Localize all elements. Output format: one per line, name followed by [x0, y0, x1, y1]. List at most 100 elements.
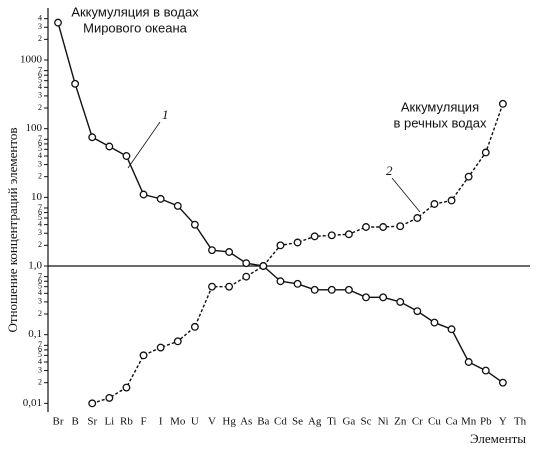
y-tick-label: 6	[38, 70, 42, 79]
data-point	[396, 297, 405, 306]
x-tick-label: Cu	[428, 416, 441, 428]
x-tick-label: Li	[104, 416, 114, 428]
data-point	[208, 246, 216, 255]
x-tick-label: Ni	[378, 416, 389, 428]
y-tick-label: 2	[38, 171, 42, 180]
x-tick-label: Ga	[342, 416, 355, 428]
x-tick-label: I	[159, 416, 163, 428]
data-point	[327, 285, 336, 294]
data-point	[105, 393, 114, 402]
leader-line	[127, 121, 161, 169]
y-tick-label: 7	[38, 271, 42, 280]
x-tick-label: Rb	[120, 416, 133, 428]
data-point	[310, 285, 319, 294]
annotation: Аккумуляция	[401, 99, 479, 114]
y-tick-label: 2	[38, 240, 42, 249]
y-tick-label: 10	[31, 191, 43, 203]
y-tick-label: 3	[38, 297, 42, 306]
data-point	[242, 272, 251, 281]
data-point	[464, 172, 473, 181]
y-tick-label: 5	[38, 75, 42, 84]
y-tick-label: 6	[38, 276, 42, 285]
x-tick-label: Hg	[222, 416, 236, 428]
leader-line	[391, 177, 421, 213]
data-point	[498, 99, 507, 108]
y-tick-label: 0,1	[28, 328, 42, 340]
data-point	[225, 282, 234, 291]
y-tick-label: 7	[38, 203, 42, 212]
x-tick-label: Sr	[87, 416, 97, 428]
y-tick-label: 5	[38, 144, 42, 153]
y-tick-label: 3	[38, 228, 42, 237]
data-point	[225, 248, 234, 256]
y-tick-label: 1000	[20, 54, 43, 66]
x-tick-label: Pb	[480, 416, 492, 428]
y-tick-label: 5	[38, 282, 42, 291]
data-point	[88, 133, 97, 142]
data-point	[413, 307, 422, 316]
x-tick-label: Ag	[308, 416, 322, 428]
x-tick-label: Th	[514, 416, 527, 428]
y-tick-label: 7	[38, 65, 42, 74]
data-point	[379, 223, 388, 231]
x-tick-label: Ti	[327, 416, 336, 428]
x-tick-label: Br	[53, 416, 64, 428]
data-point	[344, 230, 353, 239]
x-tick-label: V	[208, 416, 216, 428]
y-tick-label: 5	[38, 213, 42, 222]
y-tick-label: 3	[38, 159, 42, 168]
y-tick-label: 0,01	[23, 397, 42, 409]
data-point	[259, 262, 268, 270]
data-point	[481, 366, 490, 375]
data-point	[276, 277, 285, 286]
x-tick-label: Cr	[412, 416, 423, 428]
series-label: 2	[386, 163, 393, 178]
data-point	[139, 190, 148, 199]
data-point	[430, 318, 439, 327]
y-tick-label: 3	[38, 365, 42, 374]
y-axis-label: Отношение концентраций элементов	[5, 128, 20, 333]
data-point	[447, 325, 456, 334]
data-point	[156, 343, 165, 352]
data-point	[122, 152, 131, 160]
y-tick-label: 7	[38, 340, 42, 349]
data-point	[362, 293, 370, 302]
x-tick-label: Sc	[361, 416, 372, 428]
data-point	[379, 293, 388, 302]
y-tick-label: 4	[38, 288, 42, 297]
y-tick-label: 4	[38, 219, 42, 228]
data-point	[327, 231, 336, 240]
data-point	[396, 222, 405, 231]
data-point	[71, 79, 80, 88]
data-point	[190, 220, 199, 229]
data-point	[276, 241, 285, 250]
y-tick-label: 5	[38, 350, 42, 359]
data-point	[88, 399, 97, 408]
data-point	[430, 200, 439, 208]
y-tick-label: 7	[38, 134, 42, 143]
y-tick-label: 6	[38, 139, 42, 148]
data-point	[242, 259, 251, 268]
data-point	[54, 18, 62, 27]
y-tick-label: 2	[38, 103, 42, 112]
y-tick-label: 4	[38, 82, 42, 91]
annotation: Мирового океана	[83, 20, 188, 35]
x-tick-label: Mn	[461, 416, 477, 428]
y-tick-label: 3	[38, 91, 42, 100]
annotation: Аккумуляция в водах	[71, 4, 199, 19]
x-tick-label: Ba	[257, 416, 269, 428]
data-point	[139, 351, 148, 360]
y-tick-label: 4	[38, 151, 42, 160]
x-tick-label: Mo	[170, 416, 186, 428]
data-point	[447, 196, 456, 205]
x-tick-label: U	[191, 416, 199, 428]
data-point	[105, 142, 114, 151]
series-label: 1	[162, 107, 169, 122]
data-point	[413, 214, 422, 222]
x-tick-label: As	[240, 416, 252, 428]
x-tick-label: Zn	[394, 416, 407, 428]
x-tick-label: Y	[499, 416, 507, 428]
x-tick-label: Ca	[445, 416, 457, 428]
data-point	[310, 232, 319, 241]
